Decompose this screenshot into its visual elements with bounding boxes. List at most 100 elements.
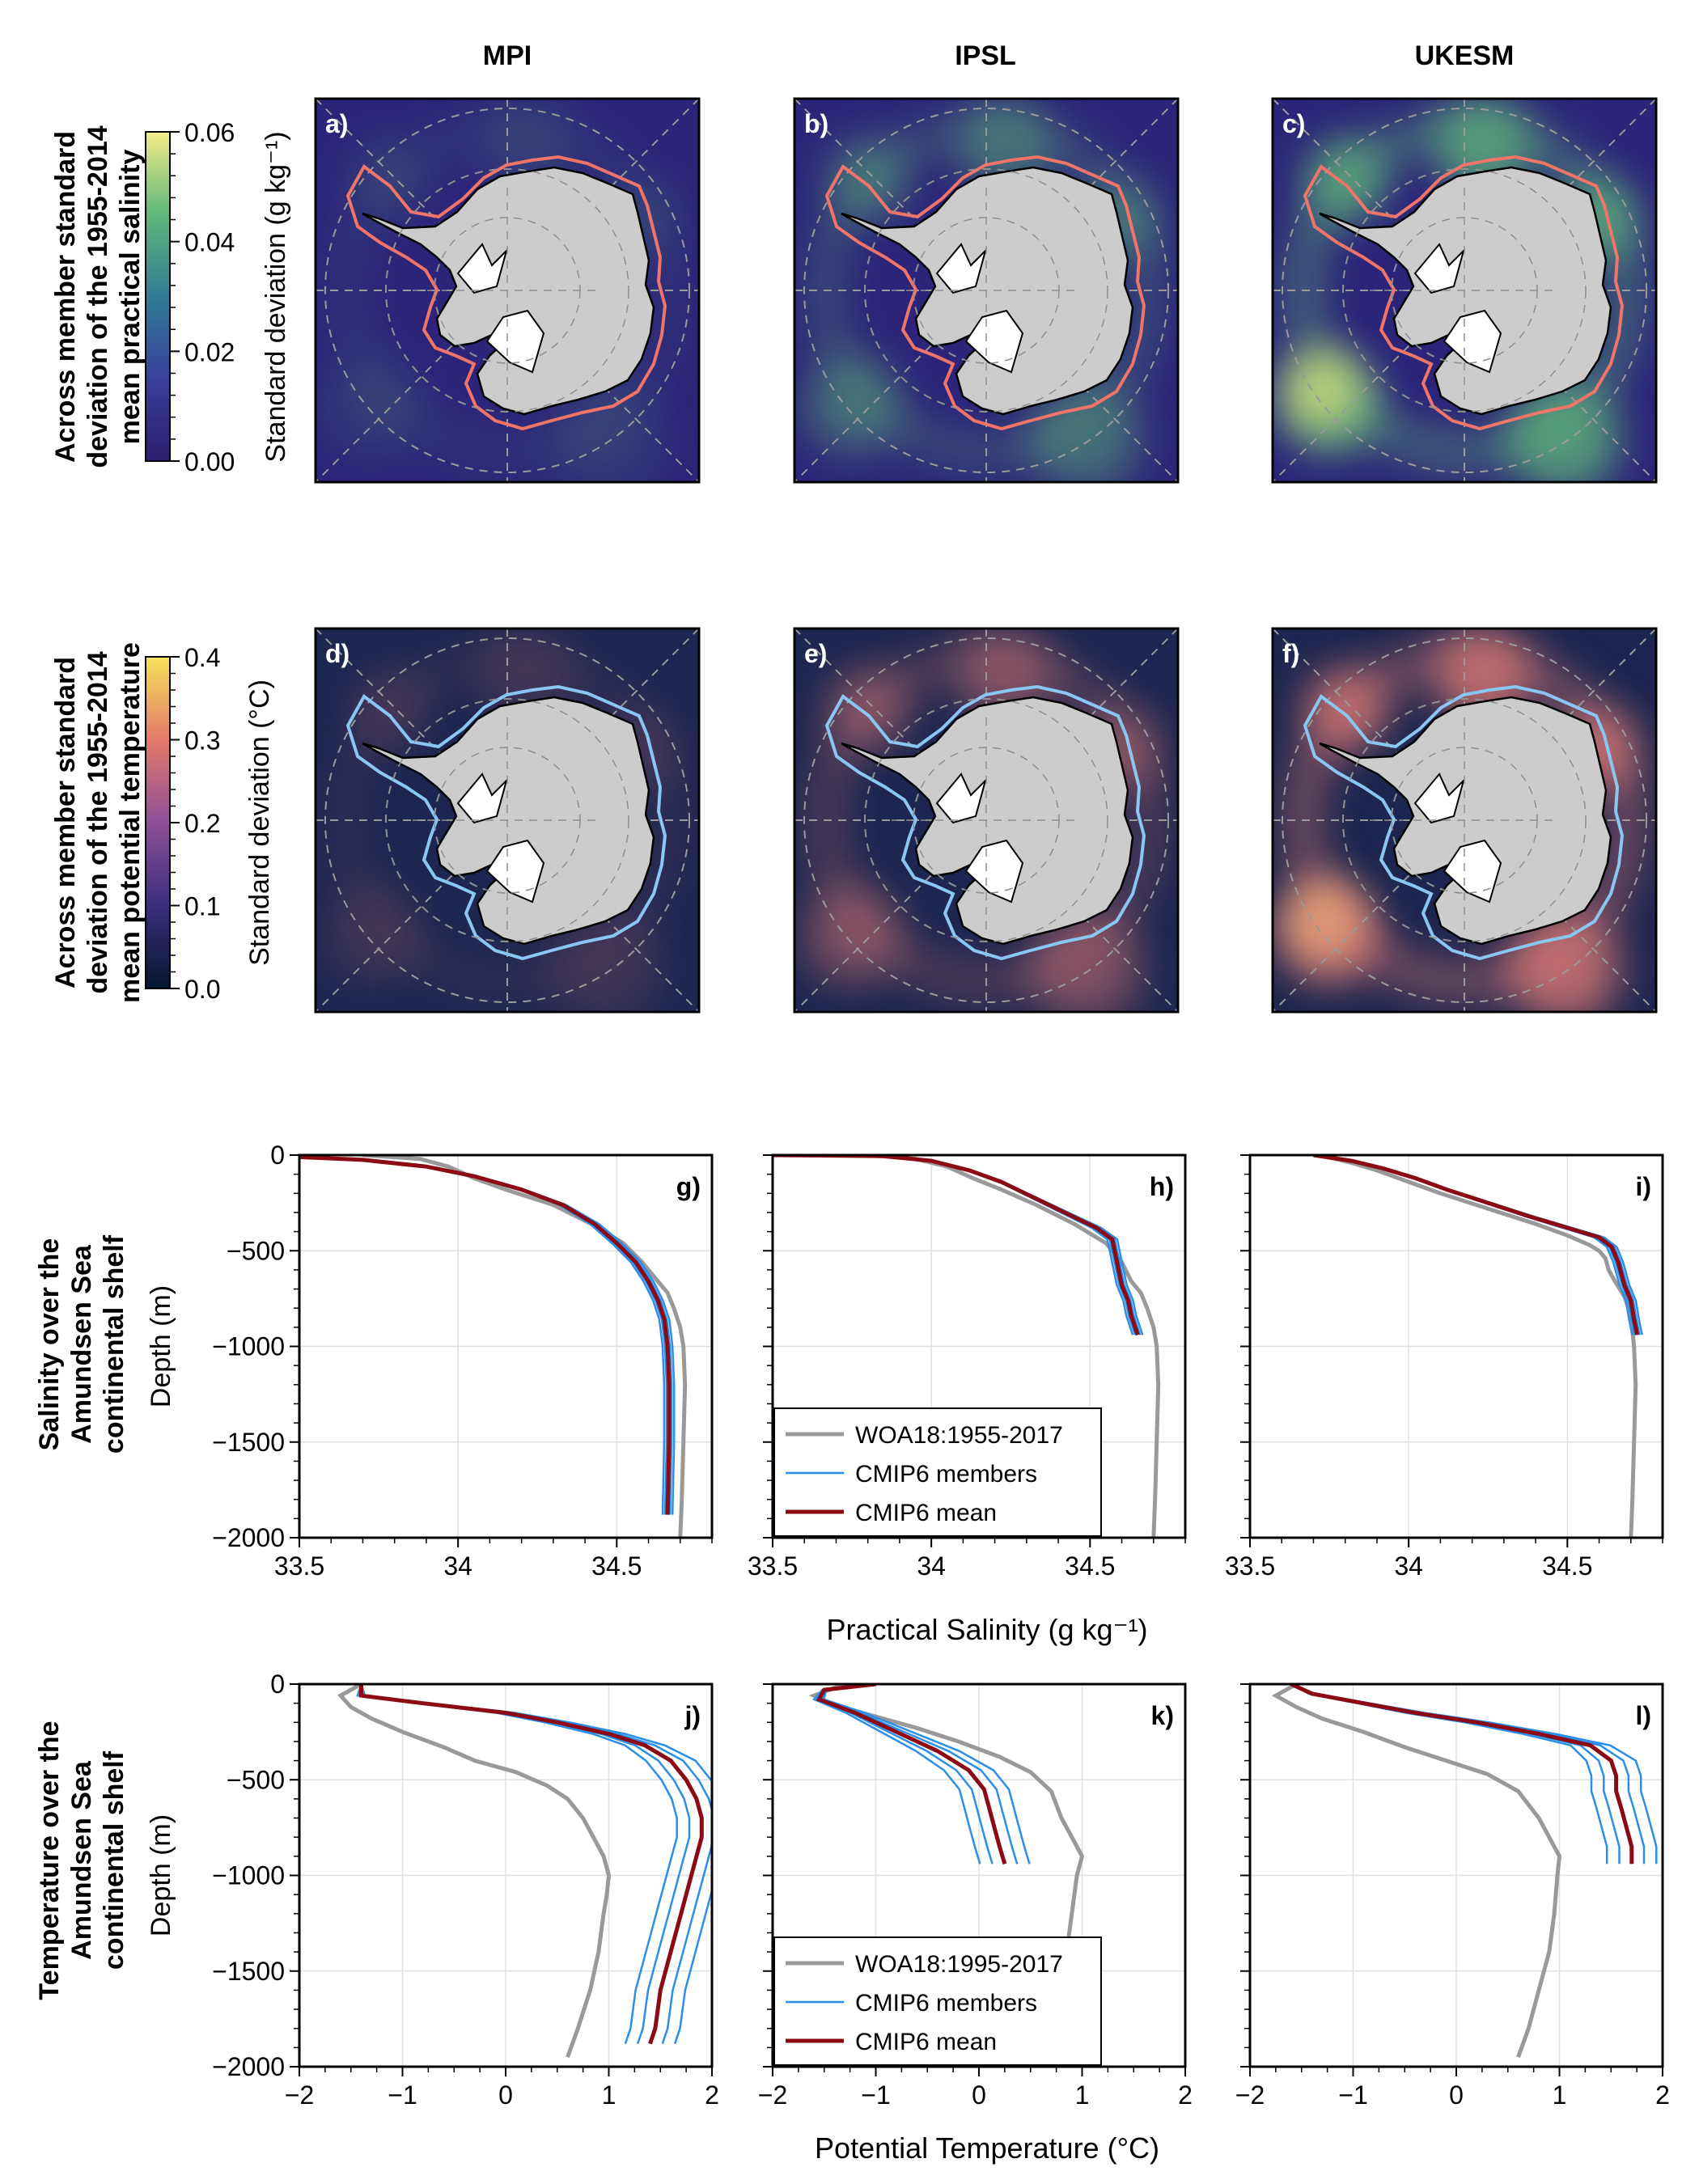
panel-label: c)	[1282, 109, 1305, 138]
series-cmip6-member-line	[773, 1155, 1137, 1335]
legend: WOA18:1955-2017 CMIP6 members CMIP6 mean	[773, 1407, 1102, 1537]
series-cmip6-mean-line	[1313, 1155, 1640, 1335]
salinity-colorbar-tick: 0.04	[184, 228, 235, 257]
panel-label: k)	[1151, 1701, 1174, 1730]
series-cmip6-member-line	[299, 1156, 668, 1515]
profile-panel-mpi: 0 −500 −1000 −1500 −2000−2 −1 0 1 2 j) Depth (m)	[146, 1670, 719, 2110]
panel-label: g)	[676, 1172, 701, 1201]
column-title-mpi: MPI	[483, 40, 532, 71]
map-panel: d)	[314, 627, 701, 1014]
legend-entry: CMIP6 members	[855, 1990, 1037, 2017]
map-panel: f)	[1271, 627, 1658, 1014]
x-tick-label: 1	[1553, 2080, 1567, 2110]
panel-label: l)	[1635, 1701, 1651, 1730]
salinity-xlabel: Practical Salinity (g kg⁻¹)	[826, 1613, 1147, 1646]
depth-tick-label: 0	[270, 1670, 285, 1699]
depth-tick-label: −2000	[212, 2052, 285, 2081]
temperature-colorbar-tick: 0.1	[184, 892, 220, 921]
x-tick-label: 34	[917, 1551, 946, 1581]
x-tick-label: −2	[285, 2080, 314, 2110]
depth-tick-label: −500	[227, 1236, 285, 1265]
series-woa18-line	[337, 1684, 612, 2059]
series-cmip6-member-line	[299, 1156, 673, 1515]
depth-tick-label: −1000	[212, 1861, 285, 1890]
profile-panel-ukesm: −2 −1 0 1 2 l)	[1235, 1682, 1670, 2110]
x-tick-label: 0	[972, 2080, 986, 2110]
x-tick-label: −2	[1235, 2080, 1265, 2110]
row-label-salinity-profile: Salinity over theAmundsen Seacontinental…	[34, 1234, 129, 1454]
series-cmip6-member-line	[299, 1156, 666, 1515]
series-cmip6-member-line	[299, 1156, 676, 1515]
legend-entry: CMIP6 mean	[855, 1500, 997, 1526]
series-cmip6-member-line	[1290, 1684, 1621, 1864]
profile-panel-ipsl: −2 −1 0 1 2 k) WOA18:1995-2017 CMIP6 members CMI…	[758, 1682, 1193, 2110]
depth-tick-label: −1000	[212, 1332, 285, 1361]
x-tick-label: 1	[1075, 2080, 1090, 2110]
map-panel: b)	[793, 97, 1180, 484]
x-tick-label: 1	[602, 2080, 616, 2110]
legend-entry: WOA18:1955-2017	[855, 1422, 1063, 1449]
salinity-colorbar: 0.00 0.02 0.04 0.06 Standard deviation (g k…	[145, 118, 291, 476]
map-panel: a)	[314, 97, 701, 484]
x-tick-label: 33.5	[748, 1551, 798, 1581]
x-tick-label: 2	[1178, 2080, 1193, 2110]
map-panels: a) b) c) d) e) f)	[314, 97, 1658, 1014]
salinity-colorbar-label: Standard deviation (g kg⁻¹)	[261, 131, 291, 462]
x-tick-label: 33.5	[1225, 1551, 1275, 1581]
profile-panel-ipsl: 33.5 34 34.5 h) WOA18:1955-2017 CMIP6 members…	[748, 1153, 1187, 1581]
temperature-colorbar-tick: 0.0	[184, 975, 220, 1004]
row-label-temperature-map: Across member standarddeviation of the 1…	[50, 642, 146, 1003]
series-cmip6-member-line	[1290, 1684, 1633, 1864]
depth-tick-label: −1500	[212, 1428, 285, 1457]
legend: WOA18:1995-2017 CMIP6 members CMIP6 mean	[773, 1936, 1102, 2066]
row-label-temperature-profile: Temperature over theAmundsen Seacontinen…	[34, 1721, 129, 2000]
legend-entry: WOA18:1995-2017	[855, 1951, 1063, 1978]
temperature-colorbar-tick: 0.3	[184, 726, 220, 756]
series-cmip6-mean-line	[359, 1684, 704, 2045]
series-cmip6-member-line	[812, 1684, 981, 1864]
series-woa18-line	[867, 1155, 1161, 1538]
series-cmip6-member-line	[773, 1155, 1144, 1335]
row-label-salinity-map: Across member standarddeviation of the 1…	[50, 125, 146, 468]
x-tick-label: −1	[388, 2080, 417, 2110]
temperature-xlabel: Potential Temperature (°C)	[815, 2131, 1159, 2165]
series-cmip6-mean-line	[773, 1155, 1140, 1336]
x-tick-label: 2	[1655, 2080, 1670, 2110]
panel-label: a)	[325, 109, 348, 138]
series-woa18-line	[1271, 1684, 1562, 2059]
x-tick-label: 34	[443, 1551, 472, 1581]
panel-label: d)	[325, 639, 350, 668]
depth-tick-label: −1500	[212, 1957, 285, 1986]
x-tick-label: 33.5	[274, 1551, 324, 1581]
depth-axis-label: Depth (m)	[146, 1285, 176, 1407]
series-cmip6-member-line	[299, 1156, 671, 1515]
legend-entry: CMIP6 members	[855, 1461, 1037, 1488]
row-labels: Across member standarddeviation of the 1…	[34, 125, 146, 2000]
temperature-colorbar-tick: 0.2	[184, 809, 220, 838]
column-title-ukesm: UKESM	[1415, 40, 1515, 71]
x-tick-label: 0	[1449, 2080, 1464, 2110]
panel-label: f)	[1282, 639, 1299, 668]
x-tick-label: −1	[861, 2080, 890, 2110]
panel-label: b)	[804, 109, 828, 138]
map-panel: e)	[793, 627, 1180, 1014]
temperature-colorbar-label: Standard deviation (°C)	[244, 679, 275, 966]
series-cmip6-mean-line	[1290, 1684, 1634, 1864]
salinity-colorbar-tick: 0.06	[184, 118, 235, 147]
x-tick-label: 34.5	[1542, 1551, 1592, 1581]
series-cmip6-member-line	[773, 1155, 1142, 1335]
x-tick-label: −2	[758, 2080, 787, 2110]
temperature-colorbar-tick: 0.4	[184, 643, 220, 672]
map-panel: c)	[1271, 97, 1658, 484]
salinity-colorbar-tick: 0.02	[184, 337, 235, 366]
panel-label: e)	[804, 639, 827, 668]
panel-label: h)	[1150, 1172, 1174, 1201]
x-tick-label: 2	[705, 2080, 719, 2110]
panel-label: j)	[684, 1701, 701, 1730]
profile-panel-ukesm: 33.5 34 34.5 i)	[1225, 1153, 1664, 1581]
depth-tick-label: −2000	[212, 1523, 285, 1552]
series-cmip6-member-line	[823, 1684, 1031, 1864]
